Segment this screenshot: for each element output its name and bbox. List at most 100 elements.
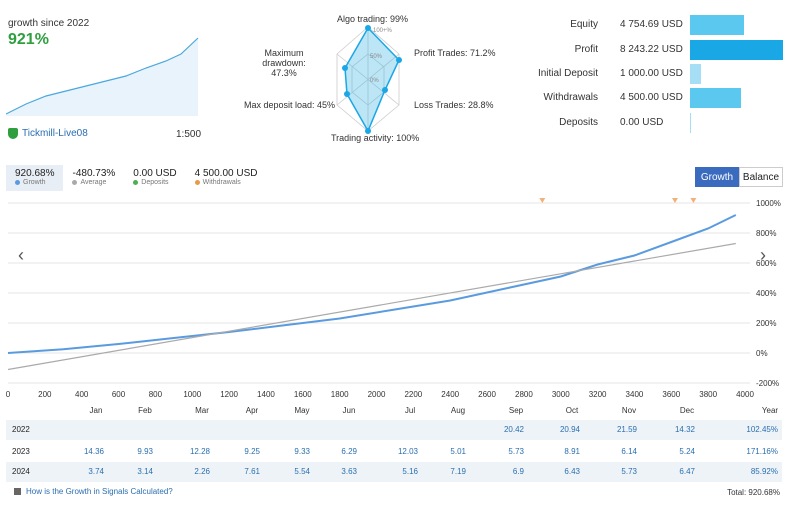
growth-value: 921% (8, 31, 49, 48)
stat-bar (690, 64, 701, 84)
stat-bar (690, 113, 691, 133)
table-cell: 9.93 (137, 447, 153, 456)
leverage: 1:500 (176, 129, 202, 140)
table-row: 2024 3.74 3.14 2.26 7.61 5.54 3.63 5.16 7.19 6.9 6… (6, 462, 782, 482)
table-cell: 5.24 (679, 447, 695, 456)
month-header: Aug (450, 406, 466, 415)
table-cell: 6.43 (564, 467, 580, 476)
month-header: Nov (621, 406, 637, 415)
stat-label: Profit (574, 44, 598, 55)
withdrawal-marker (539, 198, 546, 203)
y-tick-label: 0% (756, 349, 768, 358)
stat-value: 8 243.22 USD (620, 44, 683, 55)
table-cell: 5.73 (508, 447, 524, 456)
table-cell: 6.29 (341, 447, 357, 456)
table-row: 2022 20.42 20.94 21.59 14.32 102.45% (6, 420, 782, 440)
table-cell: 20.42 (503, 425, 524, 434)
x-tick-label: 1200 (220, 390, 238, 399)
stat-bar (690, 15, 744, 35)
summary-average[interactable]: -480.73% Average (72, 168, 116, 186)
month-header: Dec (679, 406, 695, 415)
balance-toggle-button[interactable]: Balance (739, 167, 783, 187)
withdrawal-marker (671, 198, 678, 203)
table-cell: 5.01 (450, 447, 466, 456)
table-cell: 2.26 (194, 467, 210, 476)
x-tick-label: 3200 (589, 390, 607, 399)
table-cell: 9.33 (294, 447, 310, 456)
account-link[interactable]: Tickmill-Live08 (8, 128, 88, 139)
chart-prev-arrow-icon[interactable]: ‹ (18, 245, 24, 265)
summary-growth[interactable]: 920.68% Growth (6, 165, 64, 191)
radar-drawdown-label: Maximum drawdown: 47.3% (262, 48, 306, 78)
radar-loss-trades-label: Loss Trades: 28.8% (414, 100, 494, 110)
x-tick-label: 800 (149, 390, 163, 399)
stat-label: Initial Deposit (537, 68, 598, 79)
month-header: Feb (138, 406, 152, 415)
month-header: Jul (404, 406, 416, 415)
stat-value: 1 000.00 USD (620, 68, 683, 79)
x-tick-label: 2800 (515, 390, 533, 399)
radar-deposit-load-label: Max deposit load: 45% (244, 100, 336, 110)
x-tick-label: 1400 (257, 390, 275, 399)
table-cell: 14.36 (83, 447, 104, 456)
average-series-line (7, 242, 736, 371)
table-cell: 7.19 (450, 467, 466, 476)
stat-row: Initial Deposit 1 000.00 USD (520, 64, 710, 84)
x-tick-label: 3400 (626, 390, 644, 399)
growth-toggle-button[interactable]: Growth (695, 167, 739, 187)
y-tick-label: 1000% (756, 199, 781, 208)
total-growth: Total: 920.68% (727, 488, 780, 497)
table-cell: 85.92% (750, 467, 778, 476)
growth-sparkline (6, 37, 199, 116)
table-cell: 3.14 (137, 467, 153, 476)
stat-row: Profit 8 243.22 USD (520, 40, 710, 60)
withdrawals-dot-icon (194, 180, 200, 185)
y-tick-label: 400% (756, 289, 776, 298)
stat-bar (690, 40, 783, 60)
x-tick-label: 600 (112, 390, 126, 399)
radar-ring-label: 100+% (373, 28, 393, 34)
summary-deposits[interactable]: 0.00 USD Deposits (133, 168, 177, 186)
average-dot-icon (72, 180, 78, 185)
month-header: Sep (508, 406, 524, 415)
x-tick-label: 2400 (441, 390, 459, 399)
y-tick-label: -200% (756, 379, 779, 388)
growth-series-line (7, 214, 737, 354)
y-tick-label: 800% (756, 229, 776, 238)
table-cell: 3.63 (341, 467, 357, 476)
y-tick-label: 200% (756, 319, 776, 328)
table-cell: 171.16% (746, 447, 778, 456)
table-cell: 7.61 (244, 467, 260, 476)
month-header: Mar (195, 406, 209, 415)
x-tick-label: 0 (6, 390, 11, 399)
x-tick-label: 1600 (294, 390, 312, 399)
x-tick-label: 2000 (368, 390, 386, 399)
row-year: 2024 (12, 467, 30, 476)
monthly-header: Jan Feb Mar Apr May Jun Jul Aug Sep Oct Nov Dec Year (0, 404, 790, 418)
month-header: Jun (342, 406, 356, 415)
table-cell: 6.9 (512, 467, 524, 476)
withdrawal-marker (690, 198, 697, 203)
deposits-dot-icon (133, 180, 139, 185)
x-tick-label: 200 (38, 390, 52, 399)
radar-chart: 100+% 50% 0% (336, 25, 402, 134)
table-cell: 21.59 (616, 425, 637, 434)
stat-row: Equity 4 754.69 USD (520, 15, 710, 35)
table-cell: 12.28 (189, 447, 210, 456)
summary-withdrawals[interactable]: 4 500.00 USD Withdrawals (194, 168, 258, 186)
calculator-icon (14, 488, 21, 495)
account-name: Tickmill-Live08 (22, 128, 88, 139)
month-header: Year (761, 406, 779, 415)
row-year: 2022 (12, 425, 30, 434)
x-tick-label: 2600 (478, 390, 496, 399)
table-cell: 12.03 (397, 447, 418, 456)
table-cell: 3.74 (88, 467, 104, 476)
stat-value: 4 500.00 USD (620, 92, 683, 103)
chart-next-arrow-icon[interactable]: › (760, 245, 766, 265)
x-tick-label: 1800 (331, 390, 349, 399)
growth-since-label: growth since 2022 (8, 18, 90, 29)
growth-calc-link[interactable]: How is the Growth in Signals Calculated? (14, 487, 173, 496)
table-cell: 6.47 (679, 467, 695, 476)
table-cell: 102.45% (746, 425, 778, 434)
stat-label: Equity (570, 19, 598, 30)
